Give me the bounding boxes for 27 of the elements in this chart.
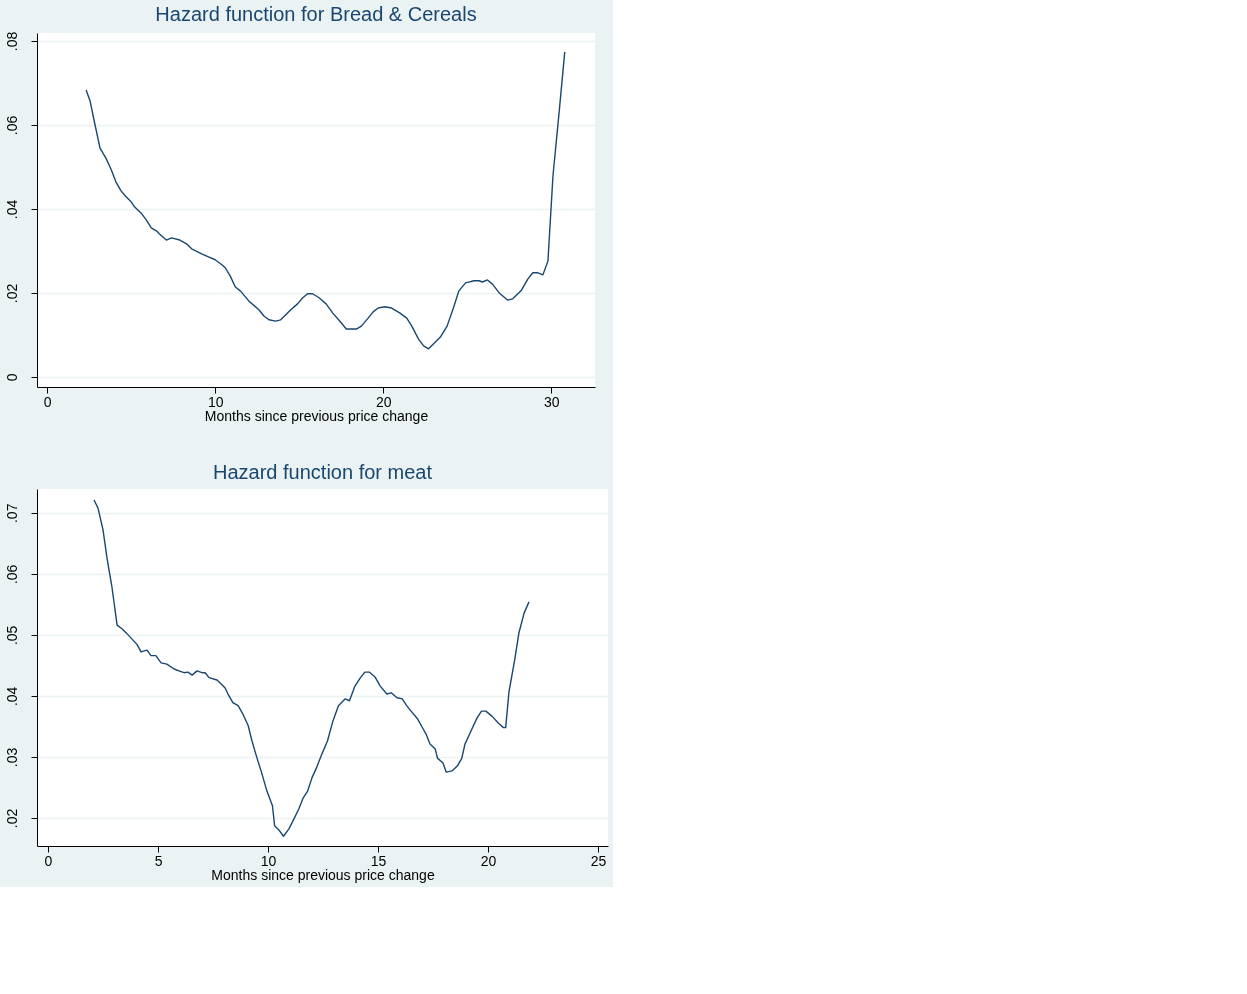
y-tick-label: .04 bbox=[3, 686, 20, 707]
x-tick-label: 0 bbox=[44, 852, 53, 869]
y-tick-label: .03 bbox=[3, 747, 20, 768]
x-tick-label: 20 bbox=[480, 852, 497, 869]
y-tick-label: .07 bbox=[3, 503, 20, 524]
y-tick-label: .02 bbox=[3, 283, 20, 304]
y-tick-label: .04 bbox=[3, 199, 20, 220]
x-tick-label: 0 bbox=[43, 393, 52, 410]
x-tick-label: 20 bbox=[375, 393, 392, 410]
y-tick-label: .05 bbox=[3, 625, 20, 646]
line-series bbox=[93, 499, 530, 837]
y-tick-label: .06 bbox=[3, 564, 20, 585]
x-tick-label: 10 bbox=[260, 852, 277, 869]
x-tick-label: 5 bbox=[154, 852, 163, 869]
x-tick-label: 25 bbox=[590, 852, 607, 869]
x-tick-label: 30 bbox=[544, 393, 560, 410]
y-tick-label: 0 bbox=[3, 373, 20, 382]
y-tick-label: .02 bbox=[3, 808, 20, 829]
chart-title: Hazard function for Bread & Cereals bbox=[155, 3, 477, 26]
y-tick-label: .08 bbox=[3, 31, 20, 52]
x-tick-label: 15 bbox=[370, 852, 387, 869]
y-tick-label: .06 bbox=[3, 115, 20, 136]
line-series bbox=[85, 51, 566, 350]
x-axis-title: Months since previous price change bbox=[211, 866, 435, 883]
x-axis-title: Months since previous price change bbox=[204, 407, 429, 424]
chart-title: Hazard function for meat bbox=[213, 461, 433, 483]
x-tick-label: 10 bbox=[207, 393, 224, 410]
